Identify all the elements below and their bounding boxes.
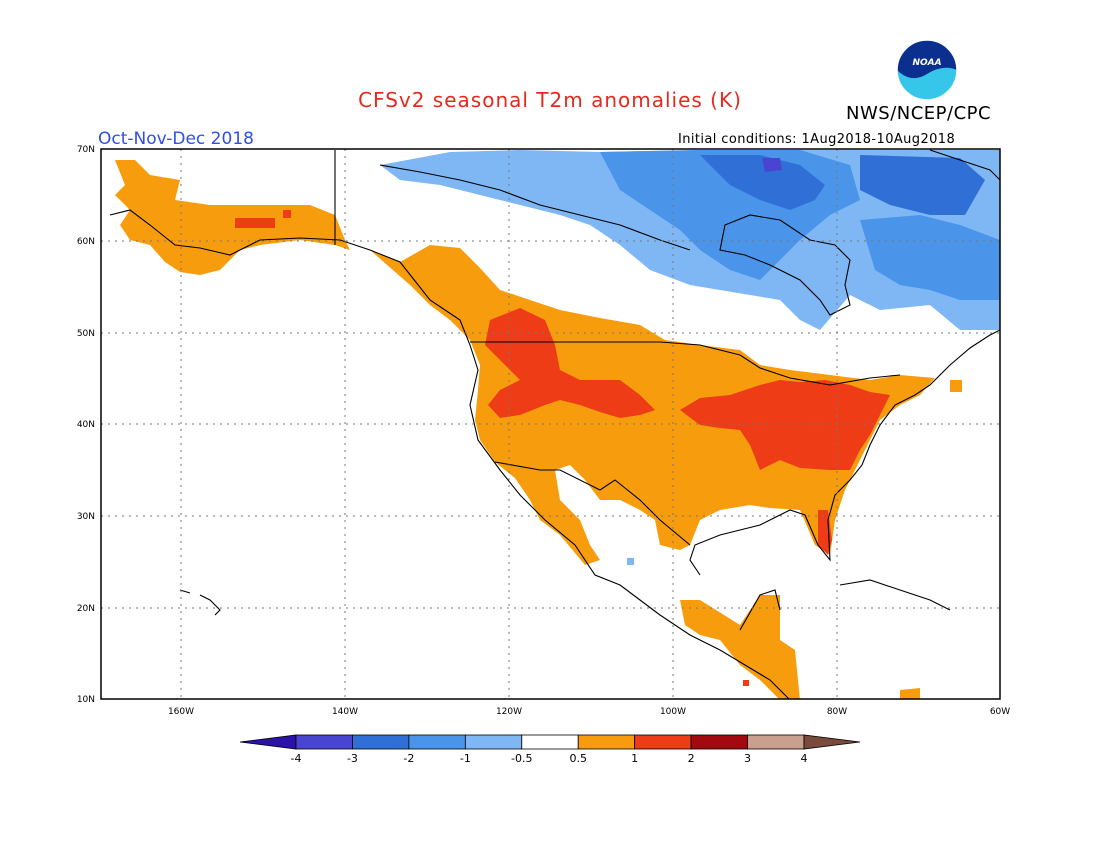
colorbar-label: 2 bbox=[687, 752, 695, 765]
colorbar-swatch bbox=[295, 734, 353, 750]
strong-warm-alaska bbox=[235, 218, 275, 228]
cold-pixel-mexico bbox=[627, 558, 634, 565]
colorbar-swatch bbox=[464, 734, 523, 750]
svg-text:NOAA: NOAA bbox=[912, 58, 941, 68]
border-us-mexico bbox=[494, 461, 691, 546]
agency-label: NWS/NCEP/CPC bbox=[846, 103, 992, 124]
colorbar-label: -1 bbox=[459, 752, 471, 765]
lat-tick-label: 60N bbox=[77, 237, 95, 247]
lat-tick-label: 70N bbox=[77, 145, 95, 155]
lat-tick-label: 50N bbox=[77, 329, 95, 339]
colorbar-swatch bbox=[690, 734, 748, 750]
coastline-greenland bbox=[929, 149, 1000, 181]
colorbar-label: 3 bbox=[744, 752, 752, 765]
colorbar-swatch bbox=[352, 734, 410, 750]
colorbar-swatch bbox=[408, 734, 466, 750]
colorbar-label: -3 bbox=[346, 752, 358, 765]
lon-tick-label: 160W bbox=[168, 707, 194, 717]
coastline-arctic bbox=[379, 164, 691, 251]
coastline-hudson bbox=[719, 214, 851, 316]
lat-tick-label: 30N bbox=[77, 512, 95, 522]
coastlines bbox=[109, 149, 1000, 699]
noaa-logo: NOAA bbox=[896, 39, 958, 101]
lat-axis-labels: 10N 20N 30N 40N 50N 60N 70N bbox=[77, 145, 95, 705]
colorbar-swatch bbox=[577, 734, 636, 750]
colorbar-label: -4 bbox=[290, 752, 302, 765]
lon-tick-label: 120W bbox=[496, 707, 522, 717]
warm-region-alaska bbox=[115, 160, 350, 275]
colorbar-swatch bbox=[747, 734, 805, 750]
coastline-northamerica bbox=[109, 209, 1000, 699]
colorbar-arrow-min bbox=[239, 734, 297, 750]
lon-axis-labels: 160W 140W 120W 100W 80W 60W bbox=[168, 707, 1010, 717]
lon-tick-label: 100W bbox=[660, 707, 686, 717]
initial-conditions-label: Initial conditions: 1Aug2018-10Aug2018 bbox=[678, 132, 956, 147]
lon-tick-label: 140W bbox=[332, 707, 358, 717]
lat-tick-label: 20N bbox=[77, 604, 95, 614]
colorbar-label: 4 bbox=[800, 752, 808, 765]
lon-tick-label: 60W bbox=[990, 707, 1010, 717]
cold-region-medium-east bbox=[860, 215, 1000, 300]
cold-region-dark bbox=[700, 155, 825, 210]
coastline-cuba bbox=[839, 579, 951, 611]
lat-tick-label: 10N bbox=[77, 695, 95, 705]
colorbar-label: -2 bbox=[403, 752, 415, 765]
colorbar-label: 1 bbox=[631, 752, 639, 765]
colorbar-swatch bbox=[521, 734, 579, 750]
warm-region-centralamerica bbox=[680, 595, 800, 699]
coastline-hawaii bbox=[179, 589, 221, 616]
cold-region-dark-2 bbox=[860, 155, 985, 215]
lon-tick-label: 80W bbox=[827, 707, 847, 717]
gridlines bbox=[101, 149, 1000, 699]
season-label: Oct-Nov-Dec 2018 bbox=[98, 129, 254, 149]
map-frame bbox=[100, 148, 1001, 700]
colorbar-arrow-max bbox=[803, 734, 861, 750]
map-title: CFSv2 seasonal T2m anomalies (K) bbox=[358, 88, 742, 112]
border-us-canada bbox=[470, 341, 901, 386]
warm-region-cuba-w bbox=[950, 380, 962, 392]
warm-region-caribbean bbox=[900, 688, 920, 699]
colorbar-swatch bbox=[634, 734, 692, 750]
colorbar-label: 0.5 bbox=[569, 752, 587, 765]
lat-tick-label: 40N bbox=[77, 420, 95, 430]
colorbar-label: -0.5 bbox=[511, 752, 533, 765]
cold-region-darkest bbox=[762, 158, 782, 172]
strong-warm-rockies bbox=[485, 308, 655, 418]
